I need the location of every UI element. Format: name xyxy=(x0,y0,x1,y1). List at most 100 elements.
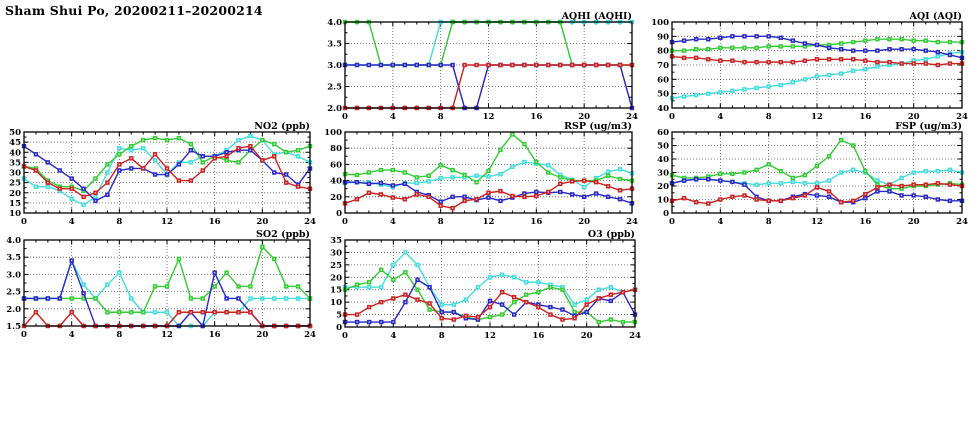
x-tick-label: 4 xyxy=(69,330,75,340)
data-point-marker-center xyxy=(583,64,585,66)
data-point-marker-center xyxy=(719,37,722,39)
data-point-marker-center xyxy=(416,193,418,196)
y-tick-label: 2.5 xyxy=(327,83,342,93)
data-point-marker-center xyxy=(190,311,192,313)
data-point-marker-center xyxy=(465,317,467,319)
data-point-marker-center xyxy=(249,135,252,137)
data-point-marker-center xyxy=(94,196,97,198)
data-point-marker-center xyxy=(523,143,526,145)
data-point-marker-center xyxy=(513,301,515,303)
y-tick-label: 3.5 xyxy=(327,40,342,50)
y-tick-label: 30 xyxy=(330,248,342,258)
data-point-marker-center xyxy=(937,41,939,43)
data-point-marker-center xyxy=(695,178,697,180)
data-point-marker-center xyxy=(912,183,915,186)
data-point-marker-center xyxy=(94,297,97,300)
data-point-marker-center xyxy=(273,258,275,260)
x-tick-label: 24 xyxy=(629,331,641,341)
plot-frame xyxy=(344,239,636,328)
data-point-marker-center xyxy=(392,184,394,187)
data-point-marker-center xyxy=(937,170,939,172)
data-point-marker-center xyxy=(900,38,903,40)
data-point-marker-center xyxy=(864,68,867,70)
data-point-marker-center xyxy=(440,303,443,306)
plot-frame xyxy=(671,21,963,109)
no2-red-markers xyxy=(21,143,313,199)
data-point-marker-center xyxy=(610,318,612,321)
plot-frame xyxy=(671,131,963,214)
data-point-marker-center xyxy=(912,39,915,42)
data-point-marker-center xyxy=(261,246,264,248)
data-point-marker-center xyxy=(501,291,503,293)
data-point-marker-center xyxy=(537,281,540,283)
data-point-marker-center xyxy=(816,182,818,184)
data-point-marker-center xyxy=(876,65,879,68)
data-point-marker-center xyxy=(297,149,299,151)
data-point-marker-center xyxy=(852,169,854,171)
data-point-marker-center xyxy=(731,173,734,175)
data-point-marker-center xyxy=(513,296,515,298)
y-tick-label: 50 xyxy=(657,142,669,152)
data-point-marker-center xyxy=(499,200,502,202)
data-point-marker-center xyxy=(816,186,818,189)
data-point-marker-center xyxy=(142,311,144,313)
y-tick-label: 0 xyxy=(336,323,342,333)
data-point-marker-center xyxy=(852,70,854,72)
data-point-marker-center xyxy=(719,179,722,182)
data-point-marker-center xyxy=(559,174,561,176)
data-point-marker-center xyxy=(695,57,697,59)
data-point-marker-center xyxy=(547,64,549,66)
data-point-marker-center xyxy=(743,88,746,91)
data-point-marker-center xyxy=(743,47,746,49)
x-tick-label: 16 xyxy=(530,217,542,227)
x-tick-label: 24 xyxy=(626,217,638,227)
data-point-marker-center xyxy=(439,164,442,166)
data-point-marker-center xyxy=(525,301,527,303)
data-point-marker-center xyxy=(368,64,370,66)
data-point-marker-center xyxy=(619,178,621,180)
x-tick-label: 8 xyxy=(766,217,772,227)
data-point-marker-center xyxy=(487,170,490,172)
x-tick-label: 0 xyxy=(342,112,348,122)
data-point-marker-center xyxy=(780,182,782,184)
data-point-marker-center xyxy=(178,258,180,260)
data-point-marker-center xyxy=(142,147,144,149)
data-point-marker-center xyxy=(547,171,549,174)
data-point-marker-center xyxy=(237,297,240,300)
data-point-marker-center xyxy=(755,183,758,186)
data-point-marker-center xyxy=(876,186,879,189)
data-point-marker-center xyxy=(549,284,552,286)
y-tick-label: 50 xyxy=(9,128,21,138)
data-point-marker-center xyxy=(888,190,891,193)
data-point-marker-center xyxy=(549,286,552,288)
data-point-marker-center xyxy=(743,35,746,38)
data-point-marker-center xyxy=(477,316,479,318)
chart-title-o3: O3 (ppb) xyxy=(588,229,635,240)
y-tick-label: 80 xyxy=(330,144,342,154)
data-point-marker-center xyxy=(523,161,526,163)
data-point-marker-center xyxy=(416,279,419,281)
data-point-marker-center xyxy=(949,183,951,186)
data-point-marker-center xyxy=(622,321,624,323)
data-point-marker-center xyxy=(852,58,854,60)
data-point-marker-center xyxy=(202,161,204,164)
data-point-marker-center xyxy=(453,318,455,321)
data-point-marker-center xyxy=(937,198,939,201)
data-point-marker-center xyxy=(213,271,216,274)
data-point-marker-center xyxy=(428,180,430,183)
data-point-marker-center xyxy=(804,174,806,176)
data-point-marker-center xyxy=(828,44,830,46)
data-point-marker-center xyxy=(154,159,156,162)
data-point-marker-center xyxy=(404,198,406,200)
data-point-marker-center xyxy=(780,84,782,86)
data-point-marker-center xyxy=(925,196,927,198)
data-point-marker-center xyxy=(416,176,418,179)
data-point-marker-center xyxy=(356,313,358,316)
data-point-marker-center xyxy=(511,133,514,136)
data-point-marker-center xyxy=(573,303,576,306)
data-point-marker-center xyxy=(852,41,854,43)
y-tick-label: 80 xyxy=(657,47,669,57)
data-point-marker-center xyxy=(792,197,794,199)
